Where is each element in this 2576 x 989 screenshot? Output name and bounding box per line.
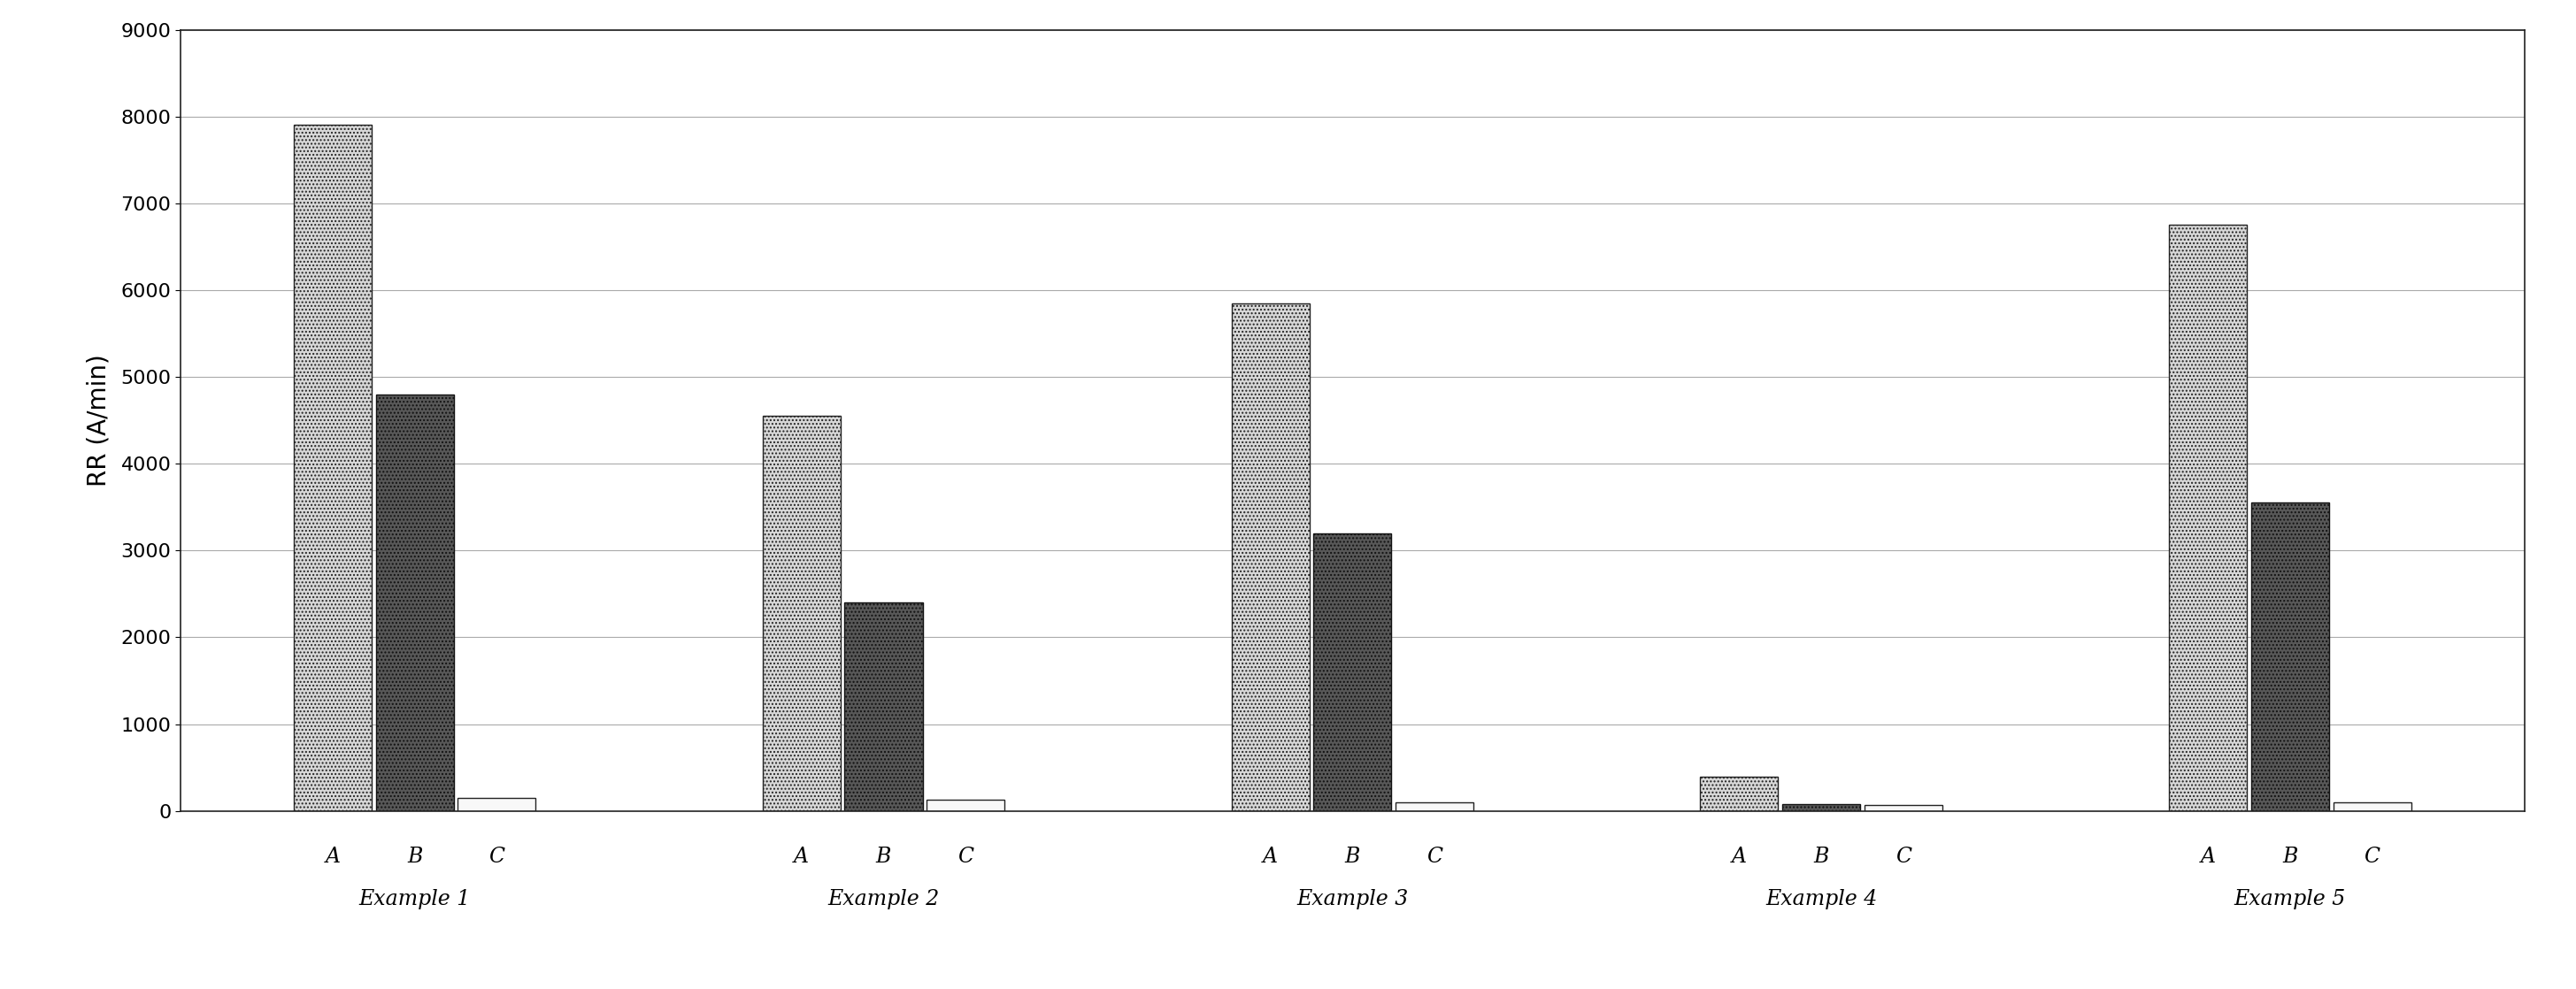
- Bar: [1865, 805, 1942, 811]
- Bar: [376, 395, 453, 811]
- Text: A: A: [2200, 847, 2215, 866]
- Bar: [294, 126, 371, 811]
- Text: C: C: [1896, 847, 1911, 866]
- Text: Example 2: Example 2: [827, 889, 940, 910]
- Text: A: A: [1731, 847, 1747, 866]
- Bar: [2334, 802, 2411, 811]
- Text: A: A: [793, 847, 809, 866]
- Text: C: C: [958, 847, 974, 866]
- Text: C: C: [1427, 847, 1443, 866]
- Text: B: B: [1814, 847, 1829, 866]
- Text: Example 4: Example 4: [1765, 889, 1878, 910]
- Bar: [1700, 776, 1777, 811]
- Bar: [2169, 225, 2246, 811]
- Bar: [1396, 802, 1473, 811]
- Bar: [1314, 533, 1391, 811]
- Bar: [762, 416, 840, 811]
- Bar: [845, 602, 922, 811]
- Bar: [1231, 303, 1309, 811]
- Bar: [927, 800, 1005, 811]
- Text: Example 3: Example 3: [1296, 889, 1409, 910]
- Text: Example 5: Example 5: [2233, 889, 2347, 910]
- Text: B: B: [407, 847, 422, 866]
- Text: B: B: [1345, 847, 1360, 866]
- Bar: [2251, 502, 2329, 811]
- Y-axis label: RR (A/min): RR (A/min): [85, 354, 111, 487]
- Text: A: A: [1262, 847, 1278, 866]
- Text: B: B: [2282, 847, 2298, 866]
- Bar: [459, 798, 536, 811]
- Text: A: A: [325, 847, 340, 866]
- Bar: [1783, 804, 1860, 811]
- Text: B: B: [876, 847, 891, 866]
- Text: Example 1: Example 1: [358, 889, 471, 910]
- Text: C: C: [2365, 847, 2380, 866]
- Text: C: C: [489, 847, 505, 866]
